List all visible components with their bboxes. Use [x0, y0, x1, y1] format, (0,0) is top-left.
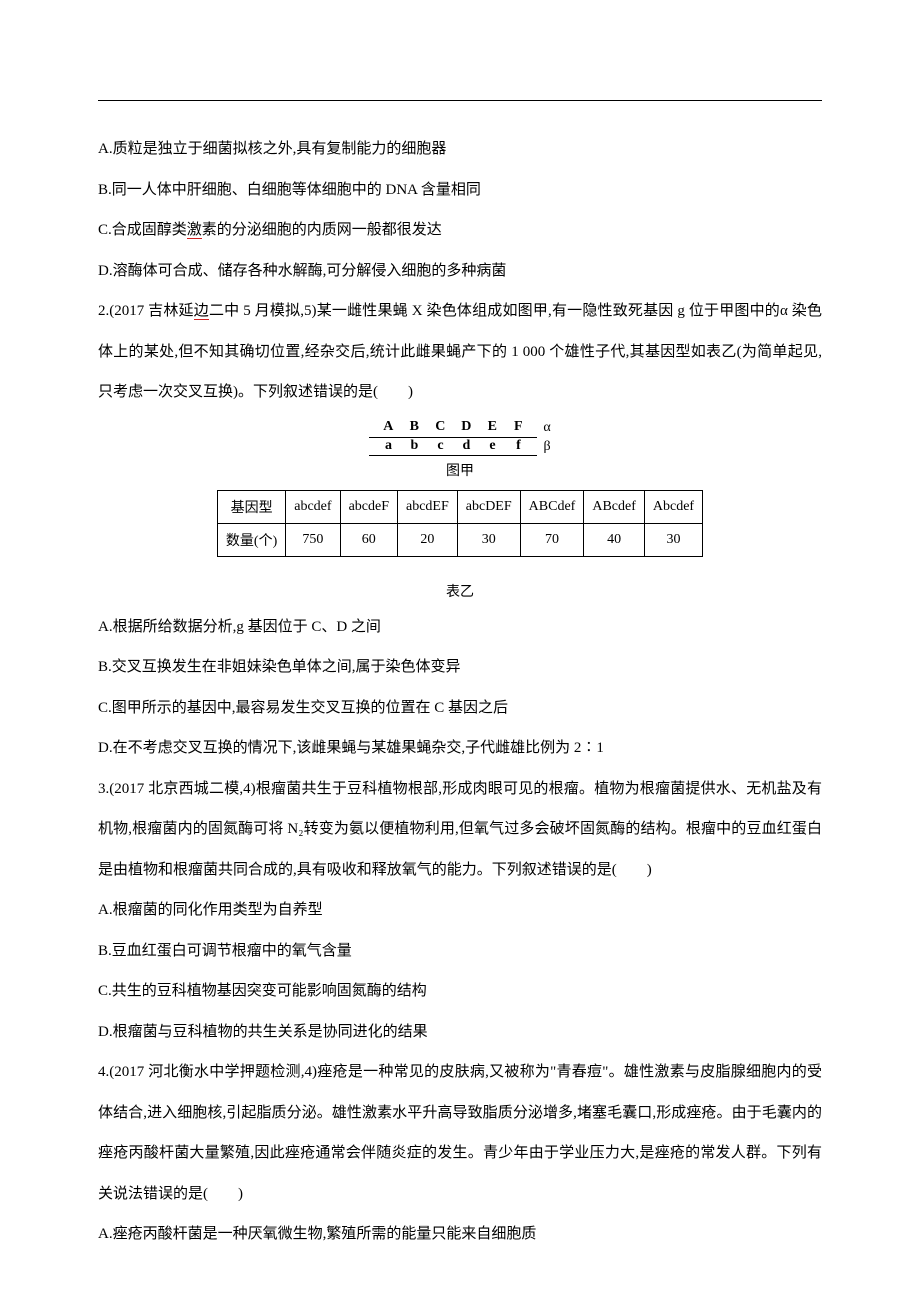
q2-option-c: C.图甲所示的基因中,最容易发生交叉互换的位置在 C 基因之后 [98, 688, 822, 729]
gene-cell: c [427, 438, 453, 454]
table-header-cell: abcdeF [340, 490, 397, 523]
gene-cell: b [401, 438, 427, 454]
table-cell: 40 [584, 523, 645, 556]
gene-cell: d [453, 438, 479, 454]
q1-option-c-prefix: C.合成固醇类 [98, 222, 187, 238]
q2-stem-prefix: 2.(2017 吉林延 [98, 303, 194, 319]
q3-option-c: C.共生的豆科植物基因突变可能影响固氮酶的结构 [98, 971, 822, 1012]
table-data-row: 数量(个) 750 60 20 30 70 40 30 [217, 523, 702, 556]
table-header-cell: abcdEF [398, 490, 458, 523]
table-header-cell: ABcdef [584, 490, 645, 523]
table-row-label: 数量(个) [217, 523, 285, 556]
table-header-row: 基因型 abcdef abcdeF abcdEF abcDEF ABCdef A… [217, 490, 702, 523]
table-cell: 60 [340, 523, 397, 556]
table-cell: 750 [286, 523, 340, 556]
table-caption: 表乙 [98, 581, 822, 601]
q1-option-c: C.合成固醇类激素的分泌细胞的内质网一般都很发达 [98, 210, 822, 251]
table-header-cell: 基因型 [217, 490, 285, 523]
q2-stem: 2.(2017 吉林延边二中 5 月模拟,5)某一雌性果蝇 X 染色体组成如图甲… [98, 291, 822, 413]
diagram-caption: 图甲 [98, 460, 822, 480]
table-header-cell: abcDEF [457, 490, 520, 523]
chromosome-lower-row: a b c d e f [369, 438, 537, 456]
table-header-cell: abcdef [286, 490, 340, 523]
chromosome-upper-row: A B C D E F [369, 419, 537, 438]
q2-option-d: D.在不考虑交叉互换的情况下,该雌果蝇与某雄果蝇杂交,子代雌雄比例为 2∶1 [98, 728, 822, 769]
q3-option-a: A.根瘤菌的同化作用类型为自养型 [98, 890, 822, 931]
q2-option-b: B.交叉互换发生在非姐妹染色单体之间,属于染色体变异 [98, 647, 822, 688]
chromosome-beta-label: β [543, 439, 550, 455]
chromosome-diagram: A B C D E F α a b c d e f β 图甲 [98, 419, 822, 480]
q1-option-d: D.溶酶体可合成、储存各种水解酶,可分解侵入细胞的多种病菌 [98, 251, 822, 292]
gene-cell: C [427, 419, 453, 435]
genotype-table-wrap: 基因型 abcdef abcdeF abcdEF abcDEF ABCdef A… [98, 490, 822, 557]
table-cell: 30 [457, 523, 520, 556]
header-divider [98, 100, 822, 101]
q3-stem: 3.(2017 北京西城二模,4)根瘤菌共生于豆科植物根部,形成肉眼可见的根瘤。… [98, 769, 822, 891]
table-cell: 20 [398, 523, 458, 556]
gene-cell: F [505, 419, 531, 435]
q3-option-b: B.豆血红蛋白可调节根瘤中的氧气含量 [98, 931, 822, 972]
q1-option-b: B.同一人体中肝细胞、白细胞等体细胞中的 DNA 含量相同 [98, 170, 822, 211]
q1-option-c-suffix: 素的分泌细胞的内质网一般都很发达 [202, 222, 442, 238]
q4-option-a: A.痤疮丙酸杆菌是一种厌氧微生物,繁殖所需的能量只能来自细胞质 [98, 1214, 822, 1255]
gene-cell: D [453, 419, 479, 435]
table-cell: 70 [520, 523, 584, 556]
q2-stem-mark: 边 [194, 303, 209, 320]
gene-cell: a [375, 438, 401, 454]
gene-cell: A [375, 419, 401, 435]
gene-cell: B [401, 419, 427, 435]
chromosome-alpha-label: α [543, 420, 550, 436]
q1-option-c-mark: 激 [187, 222, 202, 239]
genotype-table: 基因型 abcdef abcdeF abcdEF abcDEF ABCdef A… [217, 490, 703, 557]
q2-option-a: A.根据所给数据分析,g 基因位于 C、D 之间 [98, 607, 822, 648]
gene-cell: E [479, 419, 505, 435]
q4-stem: 4.(2017 河北衡水中学押题检测,4)痤疮是一种常见的皮肤病,又被称为"青春… [98, 1052, 822, 1214]
table-cell: 30 [644, 523, 702, 556]
table-header-cell: Abcdef [644, 490, 702, 523]
table-header-cell: ABCdef [520, 490, 584, 523]
gene-cell: f [505, 438, 531, 454]
gene-cell: e [479, 438, 505, 454]
q1-option-a: A.质粒是独立于细菌拟核之外,具有复制能力的细胞器 [98, 129, 822, 170]
q3-option-d: D.根瘤菌与豆科植物的共生关系是协同进化的结果 [98, 1012, 822, 1053]
